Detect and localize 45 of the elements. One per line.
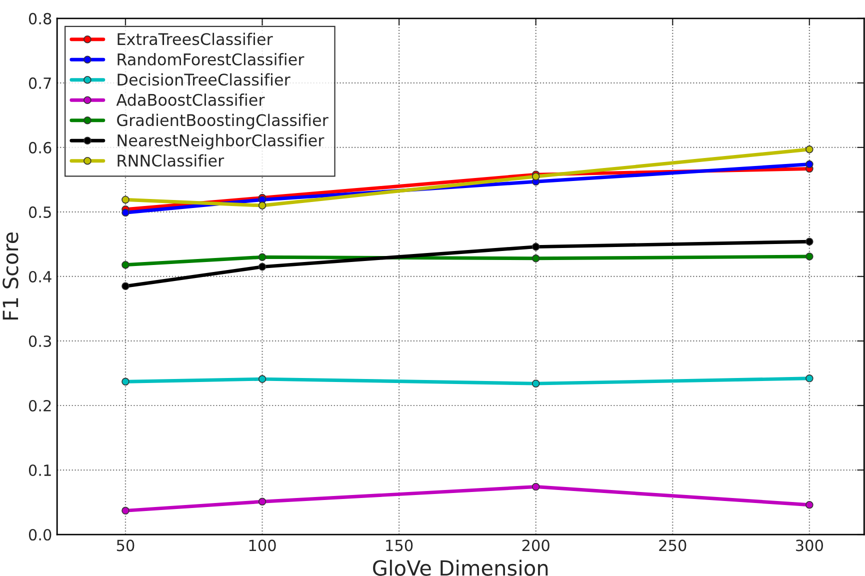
x-tick-label: 250: [659, 540, 686, 552]
legend-label: RNNClassifier: [118, 154, 224, 167]
x-tick-label: 200: [522, 540, 550, 552]
point: [122, 208, 130, 217]
point: [122, 506, 130, 515]
point: [806, 238, 814, 246]
point: [806, 252, 814, 260]
point: [122, 378, 130, 386]
y-tick-label: 0.3: [28, 335, 52, 348]
legend-label: AdaBoostClassifier: [116, 94, 265, 106]
legend-label: ExtraTreesClassifier: [118, 32, 273, 46]
legend-label: GradientBoostingClassifier: [117, 114, 328, 130]
y-tick-label: 0.8: [28, 12, 52, 24]
y-tick-label: 0.1: [28, 464, 51, 476]
y-tick-label: 0.4: [28, 270, 52, 282]
y-tick-label: 0.2: [28, 400, 51, 412]
point: [258, 262, 266, 271]
point: [532, 482, 540, 491]
point: [532, 254, 540, 262]
point: [806, 160, 814, 168]
x-tick-label: 50: [116, 540, 134, 552]
point: [806, 374, 814, 382]
point: [122, 282, 130, 290]
point: [122, 260, 130, 269]
point: [532, 242, 540, 251]
point: [258, 375, 266, 383]
legend-label: DecisionTreeClassifier: [118, 73, 290, 86]
x-axis-title: GloVe Dimension: [373, 560, 548, 576]
legend-label: NearestNeighborClassifier: [118, 134, 324, 150]
point: [258, 498, 266, 506]
x-tick-label: 300: [796, 540, 823, 552]
y-tick-label: 0.6: [28, 142, 52, 154]
point: [532, 380, 540, 388]
y-axis-title: F1 Score: [2, 232, 18, 320]
point: [806, 500, 814, 509]
point: [258, 202, 266, 210]
point: [806, 146, 814, 154]
legend-label: RandomForestClassifier: [118, 53, 304, 66]
y-tick-label: 0.7: [28, 77, 51, 89]
point: [122, 196, 130, 204]
point: [258, 253, 266, 262]
x-tick-label: 150: [386, 540, 413, 552]
y-tick-label: 0.0: [28, 528, 52, 541]
y-tick-label: 0.5: [28, 206, 51, 218]
x-tick-label: 100: [249, 540, 276, 552]
